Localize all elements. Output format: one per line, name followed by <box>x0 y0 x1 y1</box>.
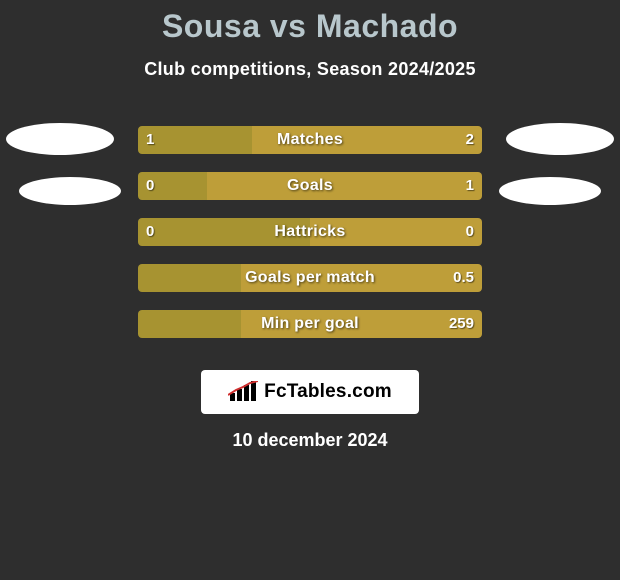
stat-value-right: 259 <box>441 310 482 338</box>
stat-value-left: 0 <box>138 172 162 200</box>
stat-rows: 12Matches01Goals00Hattricks0.5Goals per … <box>138 126 482 356</box>
brand-badge: FcTables.com <box>201 370 419 414</box>
date-label: 10 december 2024 <box>0 430 620 451</box>
stat-value-left <box>138 264 154 292</box>
stat-bar-left <box>138 218 310 246</box>
stat-value-right: 1 <box>458 172 482 200</box>
stat-row: 01Goals <box>138 172 482 200</box>
title-vs: vs <box>270 8 307 44</box>
stat-row: 00Hattricks <box>138 218 482 246</box>
stat-value-right: 0 <box>458 218 482 246</box>
stat-value-right: 0.5 <box>445 264 482 292</box>
player1-badge-top <box>6 123 114 155</box>
stat-row: 12Matches <box>138 126 482 154</box>
stat-value-left: 0 <box>138 218 162 246</box>
stat-row: 259Min per goal <box>138 310 482 338</box>
title-player2: Machado <box>316 8 458 44</box>
stat-bar-right <box>310 218 482 246</box>
player2-badge-bottom <box>499 177 601 205</box>
brand-text: FcTables.com <box>264 381 392 403</box>
stat-bar-right <box>207 172 482 200</box>
comparison-area: 12Matches01Goals00Hattricks0.5Goals per … <box>0 108 620 358</box>
chart-icon <box>228 381 258 403</box>
stat-bar-right <box>252 126 482 154</box>
player2-badge-top <box>506 123 614 155</box>
stat-row: 0.5Goals per match <box>138 264 482 292</box>
player1-badge-bottom <box>19 177 121 205</box>
stat-value-right: 2 <box>458 126 482 154</box>
stat-value-left <box>138 310 154 338</box>
subtitle: Club competitions, Season 2024/2025 <box>0 59 620 80</box>
title-player1: Sousa <box>162 8 261 44</box>
stat-value-left: 1 <box>138 126 162 154</box>
page-title: Sousa vs Machado <box>0 0 620 45</box>
